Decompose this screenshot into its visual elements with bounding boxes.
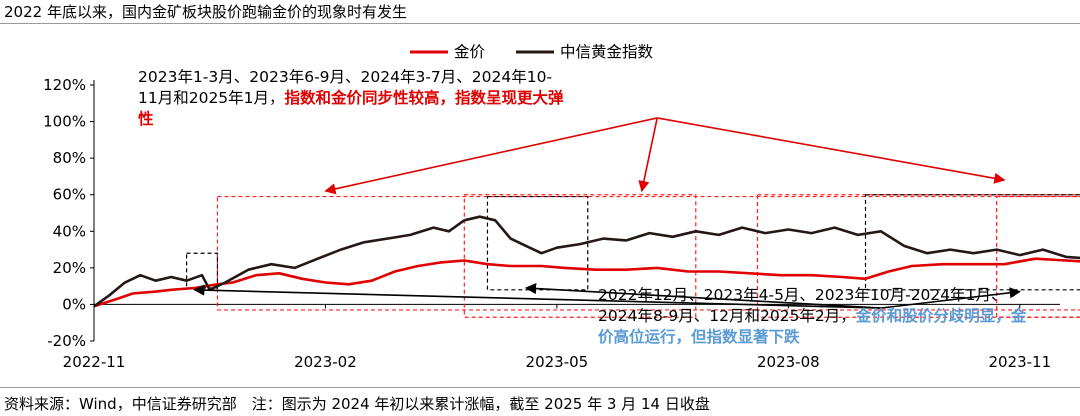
red-dashed-box	[756, 194, 1080, 318]
x-tick-label: 2023-11	[988, 353, 1051, 371]
red-arrow	[324, 117, 658, 195]
y-tick-label: 20%	[53, 259, 86, 277]
top-rule	[0, 23, 1080, 24]
black-arrow	[524, 282, 881, 309]
y-tick-label: 40%	[53, 222, 86, 240]
y-tick-label: 100%	[43, 113, 86, 131]
annotation-divergence-periods: 2022年12月、2023年4-5月、2023年10月-2024年1月、2024…	[598, 285, 1038, 348]
y-tick-label: 120%	[43, 76, 86, 94]
annotation-sync-highlight: 指数和金价同步性较高，指数呈现更大弹性	[138, 89, 564, 128]
y-tick-label: 0%	[62, 295, 86, 313]
red-arrow	[657, 117, 1006, 184]
black-dashed-box	[486, 195, 589, 291]
x-tick-label: 2023-05	[526, 353, 589, 371]
y-tick-label: 60%	[53, 186, 86, 204]
x-tick-label: 2023-08	[757, 353, 820, 371]
annotation-sync-plain: 2023年1-3月、2023年6-9月、2024年3-7月、2024年10-11…	[138, 68, 553, 107]
legend-index-label: 中信黄金指数	[560, 43, 654, 61]
annotation-sync-periods: 2023年1-3月、2023年6-9月、2024年3-7月、2024年10-11…	[138, 67, 568, 130]
series-gold-line	[93, 257, 1080, 308]
y-tick-label: 80%	[53, 149, 86, 167]
red-dashed-box	[463, 194, 697, 318]
x-tick-label: 2022-11	[63, 353, 126, 371]
series-index-line	[93, 215, 1080, 308]
black-arrow	[880, 287, 1021, 309]
black-dashed-box	[864, 194, 1080, 291]
red-arrow	[638, 117, 658, 193]
black-dashed-box	[185, 252, 219, 289]
source-note: 资料来源：Wind，中信证券研究部 注：图示为 2024 年初以来累计涨幅，截至…	[4, 395, 710, 413]
annotation-divergence-plain: 2022年12月、2023年4-5月、2023年10月-2024年1月、2024…	[598, 286, 1007, 325]
legend-gold-label: 金价	[454, 43, 486, 61]
bottom-rule	[0, 387, 1080, 388]
chart-title: 2022 年底以来，国内金矿板块股价跑输金价的现象时有发生	[4, 3, 407, 21]
x-tick-label: 2023-02	[294, 353, 357, 371]
y-tick-label: -20%	[47, 332, 86, 350]
black-arrow	[193, 284, 881, 309]
annotation-divergence-highlight: 金价和股价分歧明显，金价高位运行，但指数显著下跌	[598, 307, 1027, 346]
